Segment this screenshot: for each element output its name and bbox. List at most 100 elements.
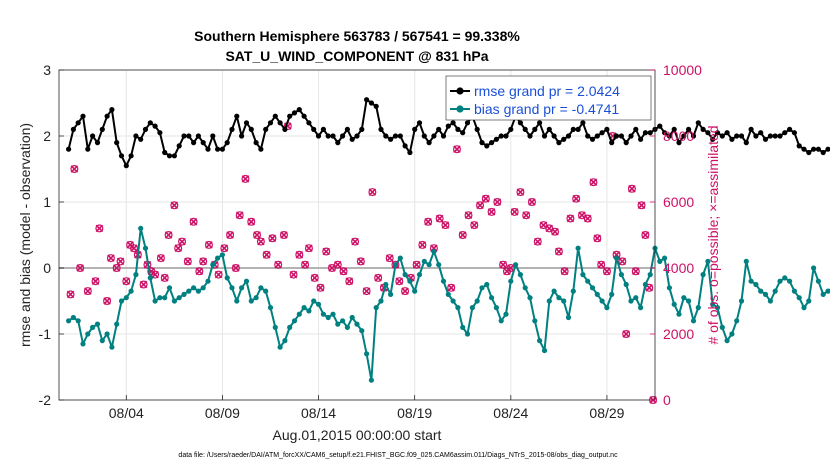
bias-point [219, 252, 225, 258]
legend-rmse-marker [456, 87, 464, 95]
bias-point [75, 318, 81, 324]
obs-count-point [103, 297, 112, 306]
obs-assimilated-marker [593, 234, 602, 243]
obs-count-point [566, 214, 575, 223]
rmse-point [748, 126, 754, 132]
bias-point [354, 321, 360, 327]
bias-point [128, 288, 134, 294]
bias-point [724, 338, 730, 344]
bias-point [772, 288, 778, 294]
obs-count-point [602, 267, 611, 276]
rmse-point [580, 120, 586, 126]
bias-point [537, 338, 543, 344]
obs-count-point [151, 270, 160, 279]
y-right-tick-label: 10000 [663, 62, 702, 78]
bias-point [253, 295, 259, 301]
obs-possible-marker [602, 267, 611, 276]
obs-possible-marker [274, 260, 283, 269]
y-tick-label: 2 [43, 128, 51, 144]
bias-point [450, 298, 456, 304]
rmse-point [666, 133, 673, 139]
bias-point [349, 314, 355, 321]
bias-point [503, 311, 509, 317]
rmse-point [589, 136, 596, 142]
obs-assimilated-marker [214, 270, 223, 279]
plot-frame [58, 69, 656, 401]
rmse-point [455, 126, 461, 132]
bias-point [416, 272, 423, 278]
bias-point [782, 275, 788, 281]
obs-count-point [481, 194, 490, 203]
bias-point [479, 285, 485, 291]
obs-count-point [204, 240, 213, 249]
rmse-point [508, 126, 514, 132]
obs-possible-marker [247, 217, 256, 226]
obs-count-point [268, 234, 277, 243]
bias-point [493, 305, 499, 311]
rmse-point [272, 113, 278, 119]
rmse-point [633, 126, 639, 132]
obs-assimilated-marker [174, 244, 182, 252]
bias-point [70, 314, 76, 321]
obs-possible-marker [566, 214, 575, 223]
y-right-tick-label: 4000 [663, 260, 694, 276]
bias-point [282, 338, 288, 344]
bias-point [66, 318, 72, 324]
obs-assimilated-marker [289, 270, 298, 279]
rmse-point [66, 146, 72, 152]
obs-possible-marker [572, 194, 581, 203]
obs-possible-marker [91, 277, 100, 286]
obs-assimilated-marker [253, 231, 261, 239]
obs-possible-marker [554, 247, 563, 256]
obs-count-point [412, 260, 421, 269]
obs-assimilated-marker [316, 284, 325, 292]
rmse-point [162, 149, 168, 156]
obs-possible-marker [268, 234, 277, 243]
obs-count-point [333, 260, 342, 269]
bias-point [272, 324, 278, 330]
rmse-point [354, 133, 360, 139]
obs-possible-marker [103, 297, 112, 306]
bias-point [633, 295, 639, 301]
obs-count-point [195, 267, 204, 276]
obs-assimilated-marker [566, 214, 575, 223]
obs-count-point [310, 273, 319, 282]
obs-count-point [241, 174, 250, 183]
y-right-tick-label: 2000 [663, 326, 694, 342]
rmse-point [647, 130, 653, 136]
rmse-point [570, 126, 576, 132]
bias-point [580, 272, 586, 278]
bias-point [522, 285, 528, 291]
rmse-point [301, 113, 307, 119]
rmse-point [253, 140, 259, 146]
obs-count-point [593, 234, 602, 243]
bias-point [330, 311, 336, 317]
obs-count-point [424, 217, 433, 226]
obs-count-point [301, 260, 310, 269]
obs-count-point [516, 188, 525, 197]
bias-point [642, 281, 649, 288]
rmse-point [436, 126, 442, 132]
rmse-point [431, 133, 437, 139]
data-file-footer: data file: /Users/raeder/DAI/ATM_forcXX/… [178, 452, 618, 459]
obs-assimilated-marker [220, 244, 229, 252]
obs-assimilated-marker [385, 254, 394, 262]
rmse-point [90, 133, 96, 139]
rmse-point [114, 140, 120, 146]
bias-point [734, 318, 740, 324]
bias-point [705, 258, 711, 264]
bias-point [157, 295, 163, 301]
rmse-point [229, 126, 235, 132]
obs-possible-marker [310, 273, 319, 282]
obs-count-point [214, 270, 223, 279]
obs-possible-marker [226, 231, 235, 240]
bias-point [777, 278, 783, 284]
obs-possible-marker [560, 267, 569, 276]
bias-point [104, 331, 110, 337]
obs-possible-marker [637, 201, 646, 210]
rmse-point [416, 120, 423, 126]
obs-count-point [91, 277, 100, 286]
obs-assimilated-marker [295, 251, 304, 259]
rmse-point [585, 133, 591, 139]
obs-possible-marker [593, 234, 602, 243]
